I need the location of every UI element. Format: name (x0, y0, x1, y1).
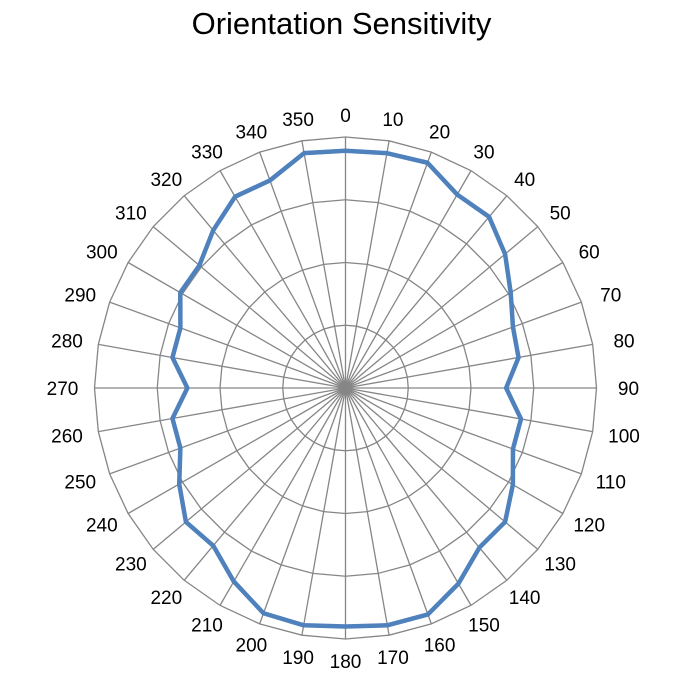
axis-label-90: 90 (618, 379, 639, 400)
grid-spoke (345, 343, 593, 389)
grid-spoke (344, 140, 390, 389)
axis-label-240: 240 (86, 516, 118, 537)
axis-label-180: 180 (330, 652, 362, 673)
grid-spoke (344, 387, 432, 625)
axis-label-280: 280 (51, 332, 83, 353)
grid-spoke (344, 151, 432, 389)
axis-label-10: 10 (382, 110, 403, 131)
grid-spoke (109, 301, 346, 389)
grid-spoke (301, 140, 347, 389)
axis-label-120: 120 (573, 516, 605, 537)
grid-spoke (219, 170, 347, 389)
grid-spoke (152, 226, 346, 389)
axis-label-350: 350 (282, 110, 314, 131)
grid-spoke (344, 387, 472, 606)
axis-label-130: 130 (544, 554, 576, 575)
axis-label-250: 250 (64, 472, 96, 493)
axis-label-340: 340 (236, 122, 268, 143)
axis-label-230: 230 (115, 554, 147, 575)
grid-spoke (127, 261, 346, 389)
axis-label-140: 140 (509, 588, 541, 609)
axis-label-80: 80 (613, 332, 634, 353)
grid-spoke (219, 387, 347, 606)
axis-label-170: 170 (377, 648, 409, 669)
axis-label-200: 200 (236, 636, 268, 657)
chart-title: Orientation Sensitivity (191, 6, 492, 41)
axis-label-60: 60 (579, 243, 600, 264)
axis-label-320: 320 (150, 170, 182, 191)
grid-spoke (183, 195, 346, 389)
axis-label-30: 30 (473, 143, 494, 164)
axis-label-270: 270 (47, 379, 79, 400)
grid-spoke (345, 195, 508, 389)
axis-label-220: 220 (150, 588, 182, 609)
axis-label-40: 40 (514, 170, 535, 191)
axis-label-150: 150 (468, 615, 500, 636)
axis-label-70: 70 (600, 286, 621, 307)
grid-spoke (345, 261, 564, 389)
axis-label-100: 100 (608, 426, 640, 447)
grid-spoke (301, 387, 347, 636)
axis-label-300: 300 (86, 243, 118, 264)
axis-label-110: 110 (596, 472, 626, 493)
grid-spoke (345, 301, 582, 389)
grid-spoke (98, 343, 346, 389)
grid-spoke (344, 170, 472, 389)
axis-label-20: 20 (429, 122, 450, 143)
grid-spoke (98, 387, 346, 433)
grid-spoke (127, 387, 346, 515)
axis-label-50: 50 (550, 204, 571, 225)
grid-spoke (109, 387, 346, 475)
grid-spoke (345, 387, 593, 433)
grid-spoke (345, 387, 582, 475)
grid-spoke (259, 387, 347, 625)
axis-label-210: 210 (191, 615, 223, 636)
grid-spoke (259, 151, 347, 389)
axis-label-290: 290 (64, 286, 96, 307)
axis-label-330: 330 (191, 143, 223, 164)
axis-label-160: 160 (424, 636, 456, 657)
axis-label-310: 310 (115, 204, 147, 225)
axis-label-0: 0 (340, 106, 351, 127)
axis-label-260: 260 (51, 426, 83, 447)
grid-spoke (344, 387, 390, 636)
grid-spoke (183, 387, 346, 581)
grid-spoke (345, 387, 564, 515)
axis-label-190: 190 (282, 648, 314, 669)
